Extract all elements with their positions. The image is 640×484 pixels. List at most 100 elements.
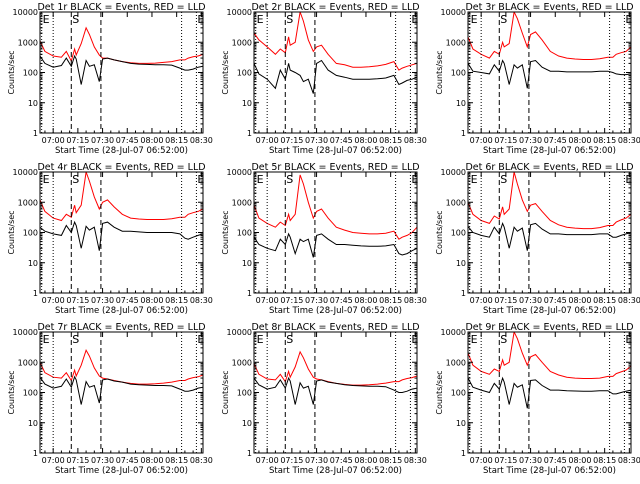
y-axis-label: Counts/sec — [7, 370, 16, 414]
x-axis-label: Start Time (28-Jul-07 06:52:00) — [55, 306, 188, 316]
y-tick-label: 1000 — [446, 358, 466, 367]
x-tick-label: 08:15 — [165, 136, 188, 145]
plot-frame — [39, 331, 204, 454]
y-tick-label: 100 — [451, 69, 466, 78]
x-axis-label: Start Time (28-Jul-07 06:52:00) — [269, 466, 402, 476]
y-tick-label: 10000 — [227, 8, 252, 17]
x-axis-label: Start Time (28-Jul-07 06:52:00) — [483, 146, 616, 156]
x-tick-label: 08:30 — [190, 296, 213, 305]
y-tick-label: 1 — [33, 449, 38, 458]
plot-frame — [253, 11, 418, 134]
y-tick-label: 1000 — [446, 38, 466, 47]
x-tick-label: 07:30 — [519, 296, 542, 305]
event-marker-label: E — [257, 333, 264, 346]
y-tick-label: 1000 — [18, 358, 38, 367]
x-tick-label: 07:45 — [544, 136, 567, 145]
x-tick-label: 07:00 — [256, 456, 279, 465]
y-axis-label: Counts/sec — [221, 210, 230, 254]
events-series-line — [468, 221, 631, 251]
y-tick-label: 100 — [23, 389, 38, 398]
panel-title: Det 5r BLACK = Events, RED = LLD — [251, 162, 419, 173]
x-tick-label: 07:00 — [470, 456, 493, 465]
x-tick-label: 07:30 — [305, 456, 328, 465]
event-marker-label: E — [197, 13, 204, 26]
x-tick-label: 08:00 — [354, 136, 377, 145]
y-axis-label: Counts/sec — [435, 210, 444, 254]
x-tick-label: 08:15 — [379, 456, 402, 465]
x-tick-label: 08:15 — [165, 456, 188, 465]
lld-series-line — [254, 174, 417, 240]
y-tick-label: 10000 — [13, 168, 38, 177]
y-tick-label: 10000 — [13, 8, 38, 17]
x-tick-label: 07:15 — [280, 456, 303, 465]
x-tick-label: 08:00 — [354, 456, 377, 465]
x-tick-label: 07:30 — [519, 136, 542, 145]
panel-title: Det 8r BLACK = Events, RED = LLD — [251, 322, 419, 333]
y-tick-label: 10000 — [441, 328, 466, 337]
events-series-line — [468, 376, 631, 409]
x-tick-label: 07:45 — [116, 296, 139, 305]
lld-series-line — [40, 172, 203, 222]
event-marker-label: E — [197, 173, 204, 186]
x-tick-label: 08:30 — [404, 136, 427, 145]
panel-title: Det 6r BLACK = Events, RED = LLD — [465, 162, 633, 173]
x-tick-label: 07:00 — [42, 456, 65, 465]
x-tick-label: 08:30 — [190, 456, 213, 465]
event-marker-label: E — [471, 13, 478, 26]
x-tick-label: 08:30 — [404, 296, 427, 305]
plot-frame — [467, 331, 632, 454]
y-tick-label: 1 — [247, 129, 252, 138]
x-tick-label: 07:15 — [66, 296, 89, 305]
event-marker-label: S — [72, 173, 79, 186]
x-tick-label: 07:45 — [116, 136, 139, 145]
y-tick-label: 10 — [456, 419, 466, 428]
y-tick-label: 1000 — [232, 198, 252, 207]
x-tick-label: 08:15 — [593, 136, 616, 145]
x-tick-label: 07:45 — [544, 456, 567, 465]
lld-series-line — [468, 332, 631, 379]
y-tick-label: 1000 — [232, 358, 252, 367]
x-tick-label: 07:00 — [42, 136, 65, 145]
x-tick-label: 07:00 — [470, 296, 493, 305]
y-tick-label: 10 — [242, 99, 252, 108]
y-tick-label: 10000 — [227, 328, 252, 337]
y-tick-label: 1000 — [232, 38, 252, 47]
y-axis-label: Counts/sec — [7, 50, 16, 94]
y-tick-label: 100 — [237, 69, 252, 78]
x-tick-label: 07:15 — [494, 456, 517, 465]
panel-title: Det 3r BLACK = Events, RED = LLD — [465, 2, 633, 13]
event-marker-label: E — [411, 173, 418, 186]
x-axis-label: Start Time (28-Jul-07 06:52:00) — [269, 306, 402, 316]
x-axis-label: Start Time (28-Jul-07 06:52:00) — [483, 466, 616, 476]
y-tick-label: 10 — [28, 419, 38, 428]
y-tick-label: 10000 — [227, 168, 252, 177]
x-tick-label: 07:30 — [91, 296, 114, 305]
x-tick-label: 07:00 — [470, 136, 493, 145]
x-tick-label: 07:15 — [66, 136, 89, 145]
panel-title: Det 1r BLACK = Events, RED = LLD — [37, 2, 205, 13]
x-tick-label: 07:45 — [116, 456, 139, 465]
event-marker-label: S — [72, 333, 79, 346]
plot-frame — [253, 331, 418, 454]
y-tick-label: 1000 — [18, 38, 38, 47]
x-tick-label: 08:30 — [618, 136, 640, 145]
y-tick-label: 1 — [461, 289, 466, 298]
y-axis-label: Counts/sec — [7, 210, 16, 254]
y-tick-label: 10 — [242, 419, 252, 428]
x-tick-label: 08:15 — [593, 456, 616, 465]
plot-frame — [39, 11, 204, 134]
panel-title: Det 4r BLACK = Events, RED = LLD — [37, 162, 205, 173]
lld-series-line — [40, 348, 203, 385]
event-marker-label: E — [411, 13, 418, 26]
events-series-line — [254, 376, 417, 405]
y-tick-label: 1 — [33, 289, 38, 298]
y-tick-label: 1000 — [446, 198, 466, 207]
event-marker-label: E — [471, 173, 478, 186]
